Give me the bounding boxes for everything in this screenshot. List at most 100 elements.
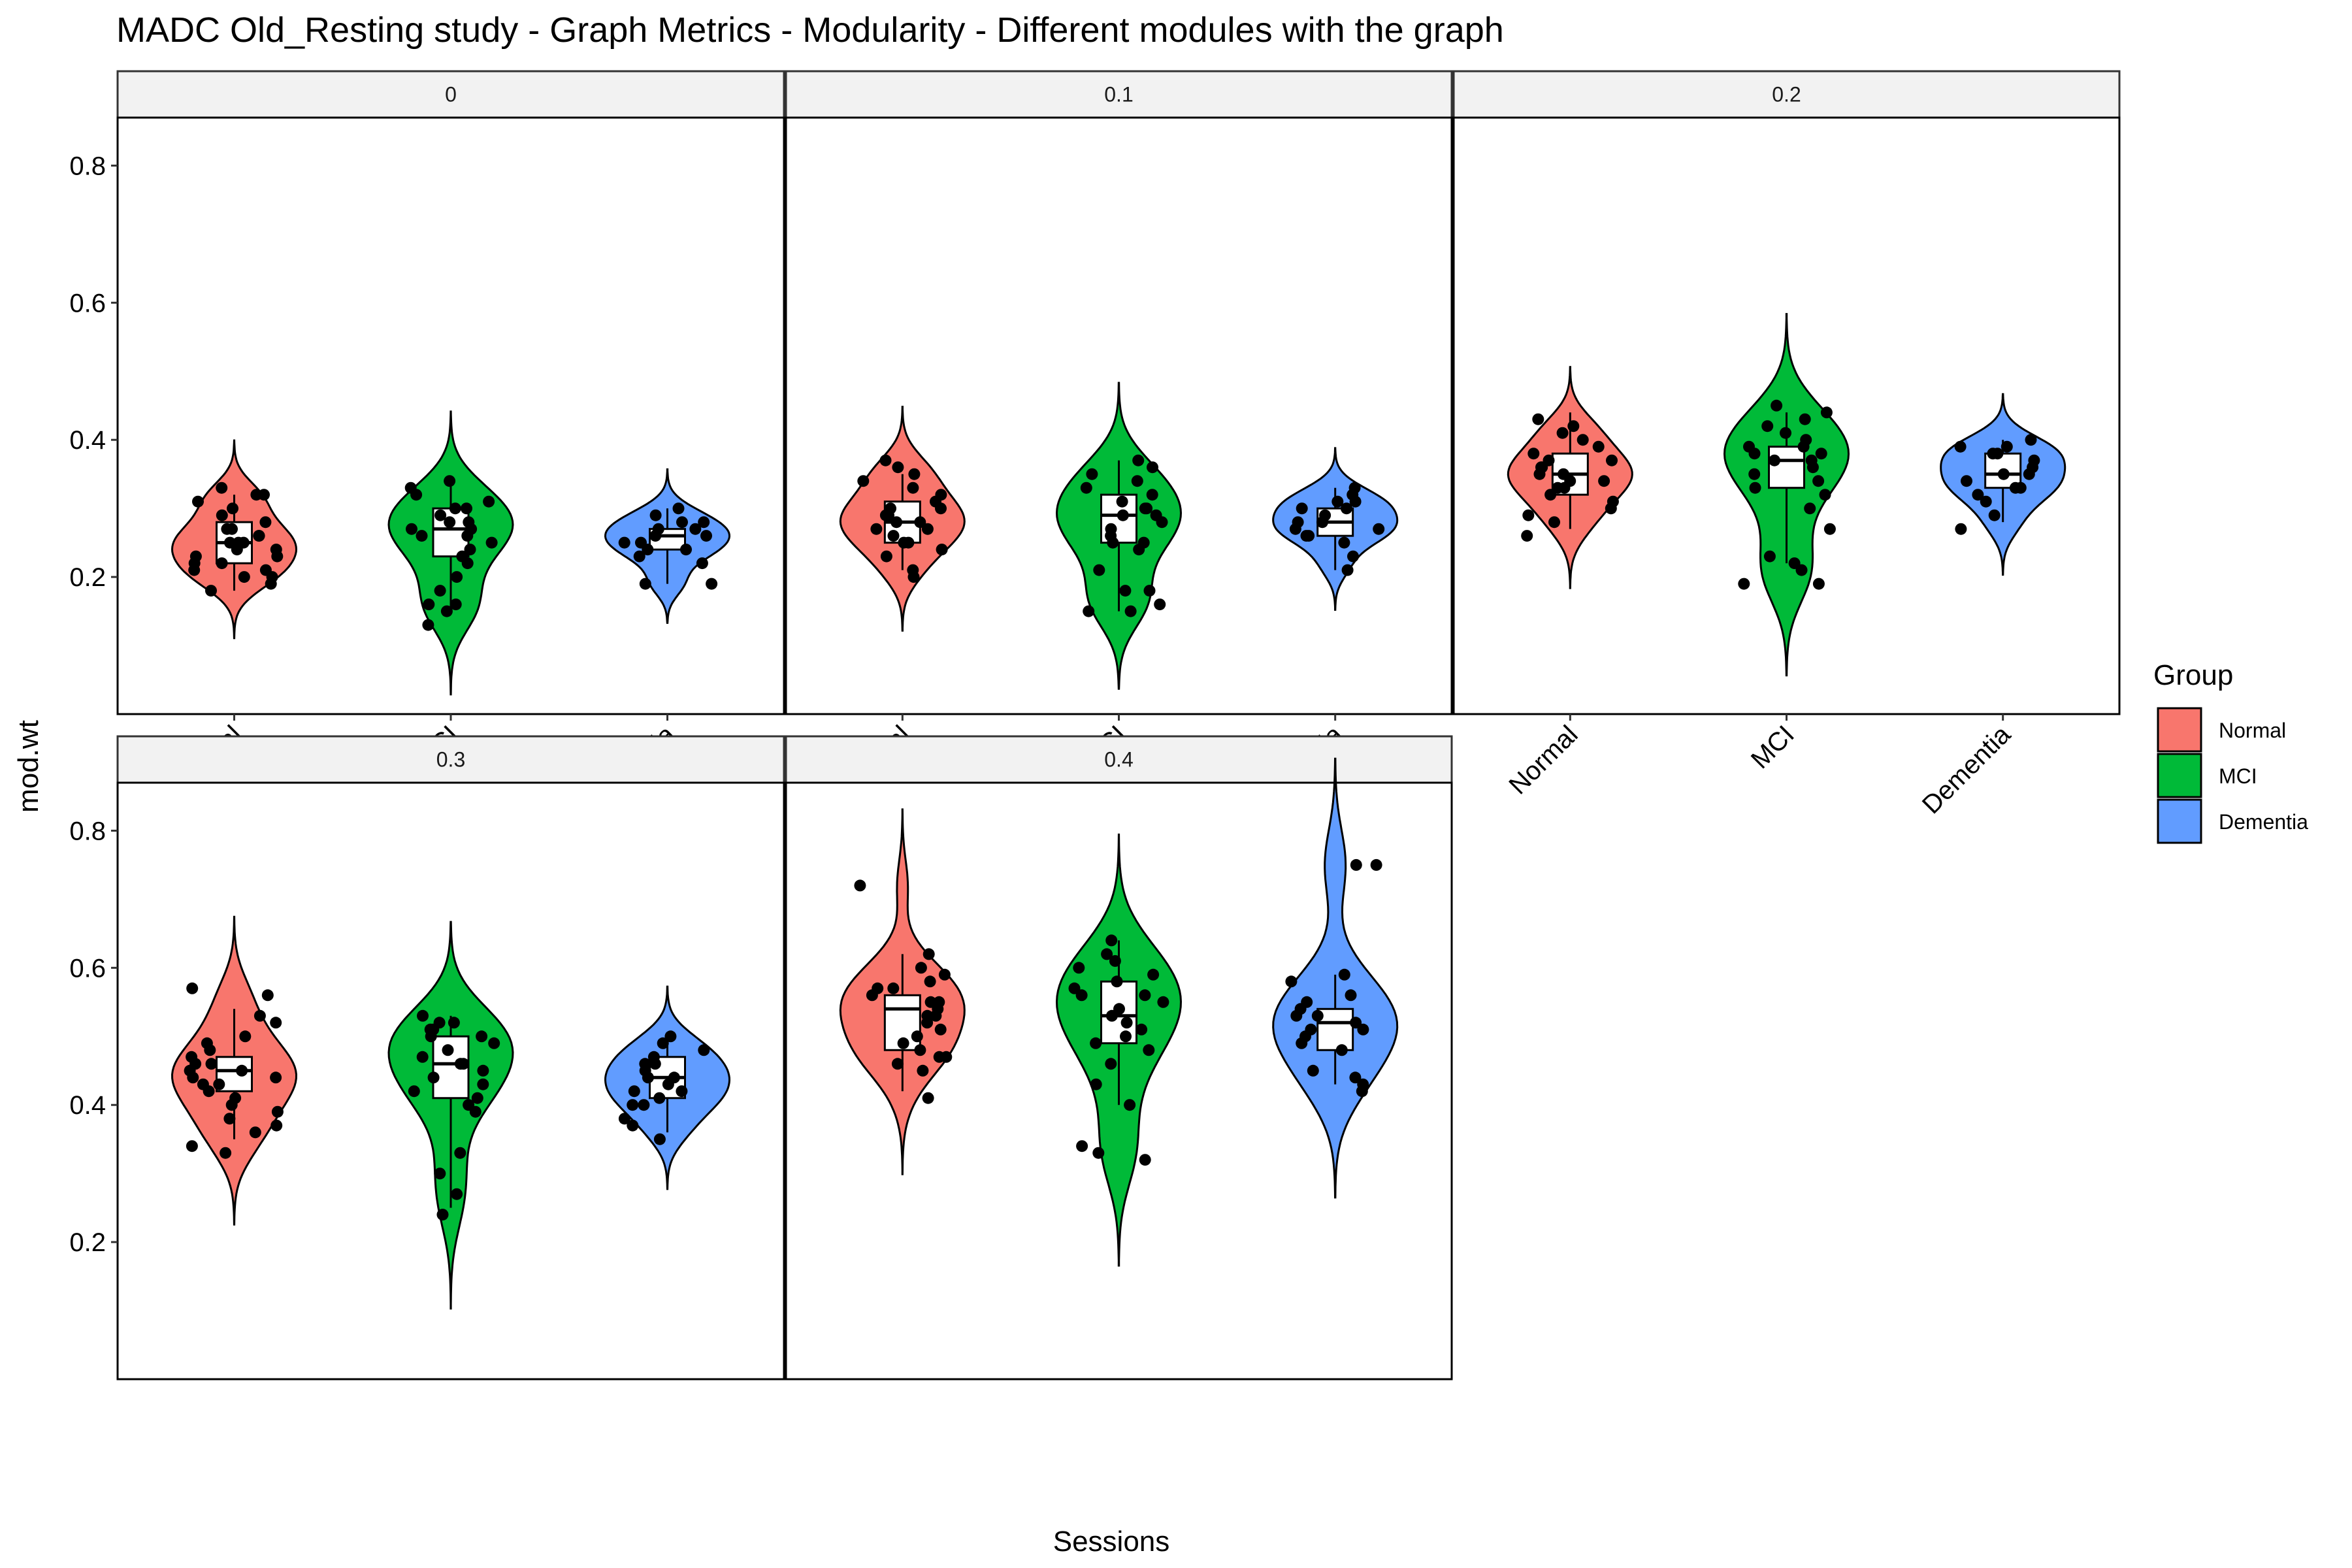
data-point [1105,1058,1117,1070]
data-point [186,1051,198,1063]
data-point [652,523,664,535]
data-point [1607,495,1619,508]
data-point [406,523,417,535]
data-point [1301,996,1313,1008]
data-point [1137,536,1150,549]
data-point [908,468,921,480]
data-point [434,1168,446,1180]
data-point [1147,461,1158,474]
x-axis-title: Sessions [1053,1526,1170,1558]
data-point [1815,448,1827,460]
data-point [223,1113,236,1125]
data-point [1132,454,1145,466]
data-point [2025,434,2037,446]
data-point [1804,502,1816,515]
data-point [433,1017,446,1029]
data-point [427,1071,440,1084]
data-point [1101,948,1113,960]
legend-label-mci: MCI [2219,764,2257,788]
data-point [461,502,472,515]
panel-border [116,781,785,1380]
data-point [924,996,937,1008]
data-point [259,516,272,529]
data-point [668,1071,680,1084]
data-point [422,619,434,631]
data-point [463,1099,475,1111]
panel-border [785,781,1453,1380]
data-point [1154,598,1166,611]
data-point [454,1147,466,1159]
data-point [923,948,935,960]
x-tick-label: MCI [1746,720,1800,774]
data-point [1819,489,1831,501]
data-point [1124,605,1137,617]
data-point [436,1209,449,1221]
data-point [416,530,428,542]
data-point [696,557,708,570]
data-point [857,475,870,487]
data-point [464,544,476,556]
data-point [1988,509,2001,521]
data-point [1139,1154,1151,1166]
data-point [657,1037,669,1049]
data-point [1331,495,1344,508]
y-axis-title: mod.wt [12,720,44,813]
data-point [456,550,468,563]
data-point [1335,1044,1348,1056]
data-point [1373,523,1385,535]
data-point [933,1051,945,1063]
facet-panel: 0.1NormalMCIDementia [785,70,1453,819]
data-point [1319,509,1331,521]
data-point [1820,406,1833,419]
data-point [205,585,217,597]
data-point [911,1030,923,1043]
data-point [1157,996,1169,1008]
data-point [1090,1037,1102,1049]
data-point [444,475,456,487]
data-point [1092,1147,1105,1159]
data-point [201,1037,213,1049]
facet-strip [1452,70,2121,119]
data-point [197,1078,209,1090]
data-point [1124,1099,1136,1111]
legend-swatch-mci [2157,753,2202,798]
data-point [1090,1078,1102,1090]
data-point [890,516,903,529]
data-point [936,544,948,556]
data-point [1296,502,1308,515]
data-point [1769,454,1780,466]
data-point [216,509,228,521]
facet-panel: 0.3 0.2 0.4 0.6 0.8 [69,735,785,1380]
facet-panel: 0.2 Normal MCI Dementia [1452,70,2121,819]
data-point [2014,482,2027,494]
data-point [1131,475,1143,487]
data-point [872,982,884,994]
data-point [1532,413,1544,425]
data-point [434,585,446,597]
legend-label-normal: Normal [2219,719,2286,742]
data-point [449,598,462,611]
data-point [915,962,927,974]
data-point [907,482,919,494]
legend-swatch-dementia [2157,798,2202,844]
data-point [922,1092,934,1104]
data-point [647,1051,660,1063]
y-tick-label: 0.4 [69,1091,106,1120]
facet-strip-label: 0 [445,83,457,106]
data-point [205,1058,218,1070]
data-point [1812,475,1825,487]
data-point [639,1058,651,1070]
y-tick-label: 0.4 [69,426,106,455]
y-tick-label: 0.8 [69,152,106,180]
data-point [938,968,951,981]
facet-strip-label: 0.4 [1104,748,1133,772]
data-point [1086,468,1098,480]
data-point [1139,989,1151,1002]
data-point [1592,440,1605,453]
data-point [1292,516,1304,529]
data-point [1109,955,1121,967]
data-point [700,530,712,542]
data-point [477,1078,489,1090]
data-point [1370,858,1382,871]
data-point [236,1064,248,1077]
